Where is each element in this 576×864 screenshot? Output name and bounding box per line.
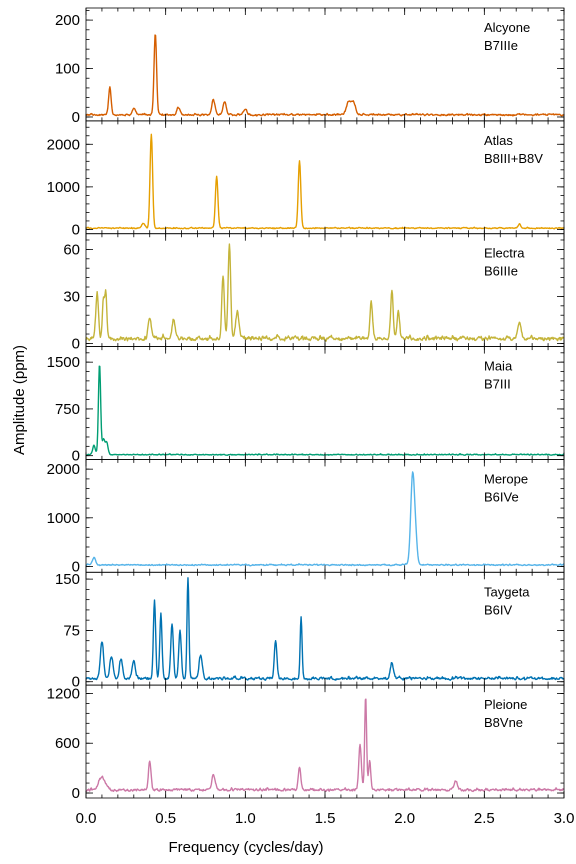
y-tick-label: 2000	[47, 136, 80, 153]
y-tick-label: 0	[72, 109, 80, 126]
panel-maia: 0 750 1500 Maia B7III	[47, 346, 565, 465]
spectral-type-label: B6IV	[484, 602, 513, 617]
y-tick-label: 1500	[47, 354, 80, 371]
panel-alcyone: 0 100 200 Alcyone B7IIIe	[55, 7, 565, 126]
y-tick-label: 1200	[47, 685, 80, 702]
x-tick-label: 3.0	[554, 810, 575, 827]
panel-electra: 0 30 60 Electra B6IIIe	[63, 233, 565, 352]
star-name-label: Merope	[484, 471, 528, 486]
y-tick-label: 150	[55, 571, 80, 588]
spectral-type-label: B7IIIe	[484, 38, 518, 53]
x-axis: 0.0 0.5 1.0 1.5 2.0 2.5 3.0	[76, 810, 575, 827]
star-name-label: Maia	[484, 359, 513, 374]
y-tick-label: 0	[72, 785, 80, 802]
x-tick-label: 0.0	[76, 810, 97, 827]
panel-atlas: 0 1000 2000 Atlas B8III+B8V	[47, 120, 565, 238]
y-tick-label: 200	[55, 12, 80, 29]
y-tick-label: 60	[63, 241, 80, 258]
y-tick-label: 1000	[47, 179, 80, 196]
y-tick-label: 0	[72, 558, 80, 575]
star-name-label: Electra	[484, 246, 525, 261]
spectral-type-label: B8III+B8V	[484, 151, 543, 166]
x-tick-label: 2.0	[394, 810, 415, 827]
series-line-atlas	[85, 133, 565, 230]
x-tick-label: 1.5	[315, 810, 336, 827]
star-name-label: Pleione	[484, 697, 527, 712]
series-line-pleione	[85, 698, 565, 793]
spectral-type-label: B6IIIe	[484, 264, 518, 279]
panel-taygeta: 0 75 150 Taygeta B6IV	[55, 571, 565, 691]
spectral-type-label: B8Vne	[484, 715, 523, 730]
star-name-label: Atlas	[484, 133, 513, 148]
x-tick-label: 1.0	[235, 810, 256, 827]
star-name-label: Taygeta	[484, 584, 530, 599]
y-tick-label: 0	[72, 335, 80, 352]
panel-pleione: 0 600 1200 Pleione B8Vne	[47, 684, 565, 802]
y-tick-label: 0	[72, 221, 80, 238]
panels-group: 0 100 200 Alcyone B7IIIe 0 1000 2000 Atlas B8III+…	[47, 7, 565, 802]
x-tick-label: 2.5	[474, 810, 495, 827]
y-tick-label: 0	[72, 674, 80, 691]
y-tick-label: 30	[63, 288, 80, 305]
spectral-type-label: B6IVe	[484, 489, 519, 504]
y-tick-label: 75	[63, 622, 80, 639]
star-name-label: Alcyone	[484, 20, 530, 35]
spectral-type-label: B7III	[484, 377, 511, 392]
y-tick-label: 600	[55, 735, 80, 752]
y-axis-title: Amplitude (ppm)	[11, 345, 28, 455]
y-tick-label: 2000	[47, 461, 80, 478]
y-tick-label: 750	[55, 401, 80, 418]
x-tick-label: 0.5	[155, 810, 176, 827]
x-axis-title: Frequency (cycles/day)	[168, 839, 323, 856]
panel-merope: 0 1000 2000 Merope B6IVe	[47, 459, 565, 575]
series-line-merope	[85, 471, 565, 567]
y-tick-label: 100	[55, 61, 80, 78]
y-tick-label: 0	[72, 448, 80, 465]
y-tick-label: 1000	[47, 510, 80, 527]
